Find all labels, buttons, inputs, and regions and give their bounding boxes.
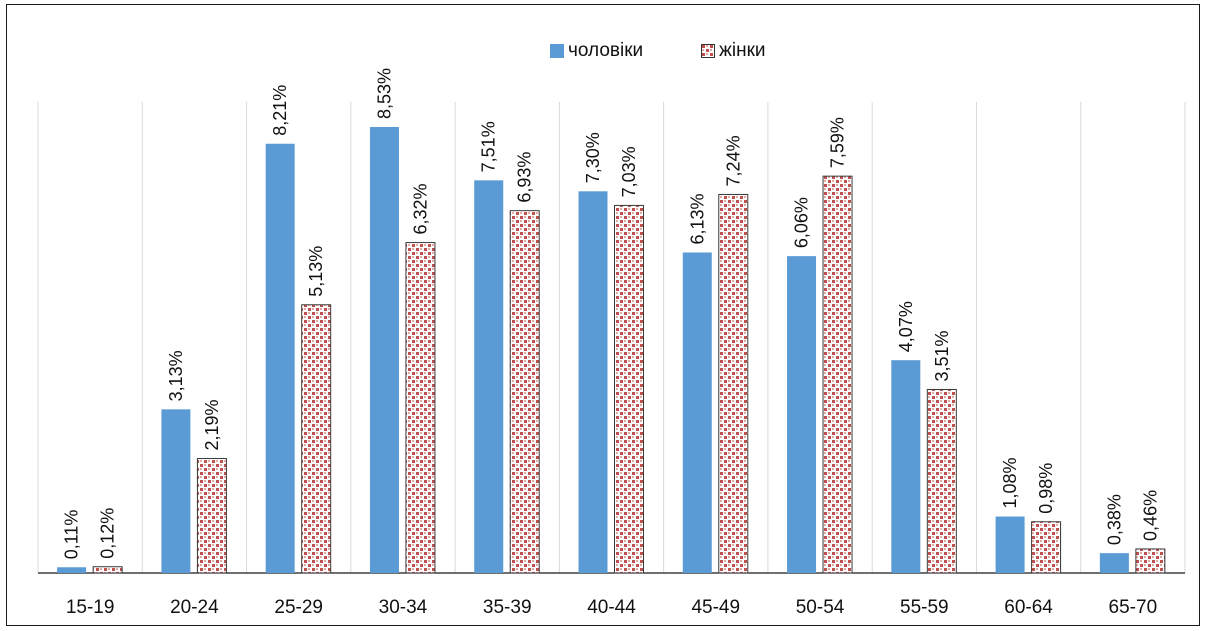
data-label: 8,21%	[270, 85, 290, 136]
bar-men	[891, 360, 921, 573]
data-label: 0,12%	[98, 508, 118, 559]
bar-men	[161, 409, 191, 573]
data-label: 5,13%	[306, 246, 326, 297]
legend-label-women: жінки	[719, 40, 766, 61]
data-label: 6,93%	[515, 152, 535, 203]
data-label: 2,19%	[202, 399, 222, 450]
data-label: 0,98%	[1036, 463, 1056, 514]
legend-label-men: чоловіки	[568, 40, 644, 61]
legend: чоловіки жінки	[550, 40, 824, 62]
data-label: 7,59%	[828, 117, 848, 168]
bar-women	[92, 566, 123, 574]
data-label: 8,53%	[374, 68, 394, 119]
data-label: 6,32%	[410, 184, 430, 235]
legend-swatch-women	[701, 44, 716, 58]
bar-women	[926, 388, 957, 574]
bar-men	[57, 567, 87, 573]
bar-men	[682, 252, 712, 573]
legend-item-men: чоловіки	[550, 40, 643, 62]
x-tick-label: 50-54	[796, 597, 845, 618]
bar-women	[405, 242, 436, 574]
bar-women	[509, 210, 540, 574]
bar-women	[822, 175, 853, 574]
data-label: 3,13%	[166, 350, 186, 401]
bar-women	[1031, 521, 1062, 574]
bar-men	[369, 127, 399, 573]
x-tick-label: 40-44	[587, 597, 636, 618]
x-tick-label: 35-39	[483, 597, 532, 618]
x-tick-label: 45-49	[691, 597, 740, 618]
x-tick-label: 20-24	[170, 597, 219, 618]
bar-men	[787, 256, 817, 573]
bar-men	[1099, 553, 1129, 573]
data-label: 7,03%	[619, 146, 639, 197]
x-tick-label: 65-70	[1109, 597, 1158, 618]
x-tick-label: 30-34	[379, 597, 428, 618]
bar-men	[265, 143, 295, 573]
bar-women	[1135, 548, 1166, 574]
bar-women	[614, 204, 644, 574]
x-tick-label: 60-64	[1004, 597, 1053, 618]
bar-men	[474, 180, 504, 573]
data-label: 7,51%	[479, 121, 499, 172]
data-label: 6,06%	[792, 197, 812, 248]
bar-women	[718, 193, 749, 574]
bar-women	[196, 457, 227, 574]
data-label: 0,11%	[62, 510, 82, 560]
x-tick-label: 55-59	[900, 597, 949, 618]
x-tick-label: 25-29	[274, 597, 323, 618]
data-label: 7,30%	[583, 132, 603, 183]
data-label: 3,51%	[932, 330, 952, 381]
data-label: 1,08%	[1000, 457, 1020, 508]
data-label: 7,24%	[723, 135, 743, 186]
data-label: 0,46%	[1140, 490, 1160, 541]
legend-item-women: жінки	[701, 40, 766, 62]
data-label: 4,07%	[896, 301, 916, 352]
data-label: 0,38%	[1104, 494, 1124, 545]
x-tick-label: 15-19	[66, 597, 115, 618]
data-label: 6,13%	[687, 193, 707, 244]
bar-men	[995, 516, 1025, 573]
legend-swatch-men	[550, 44, 564, 58]
bar-women	[301, 304, 332, 574]
bar-men	[578, 191, 608, 574]
